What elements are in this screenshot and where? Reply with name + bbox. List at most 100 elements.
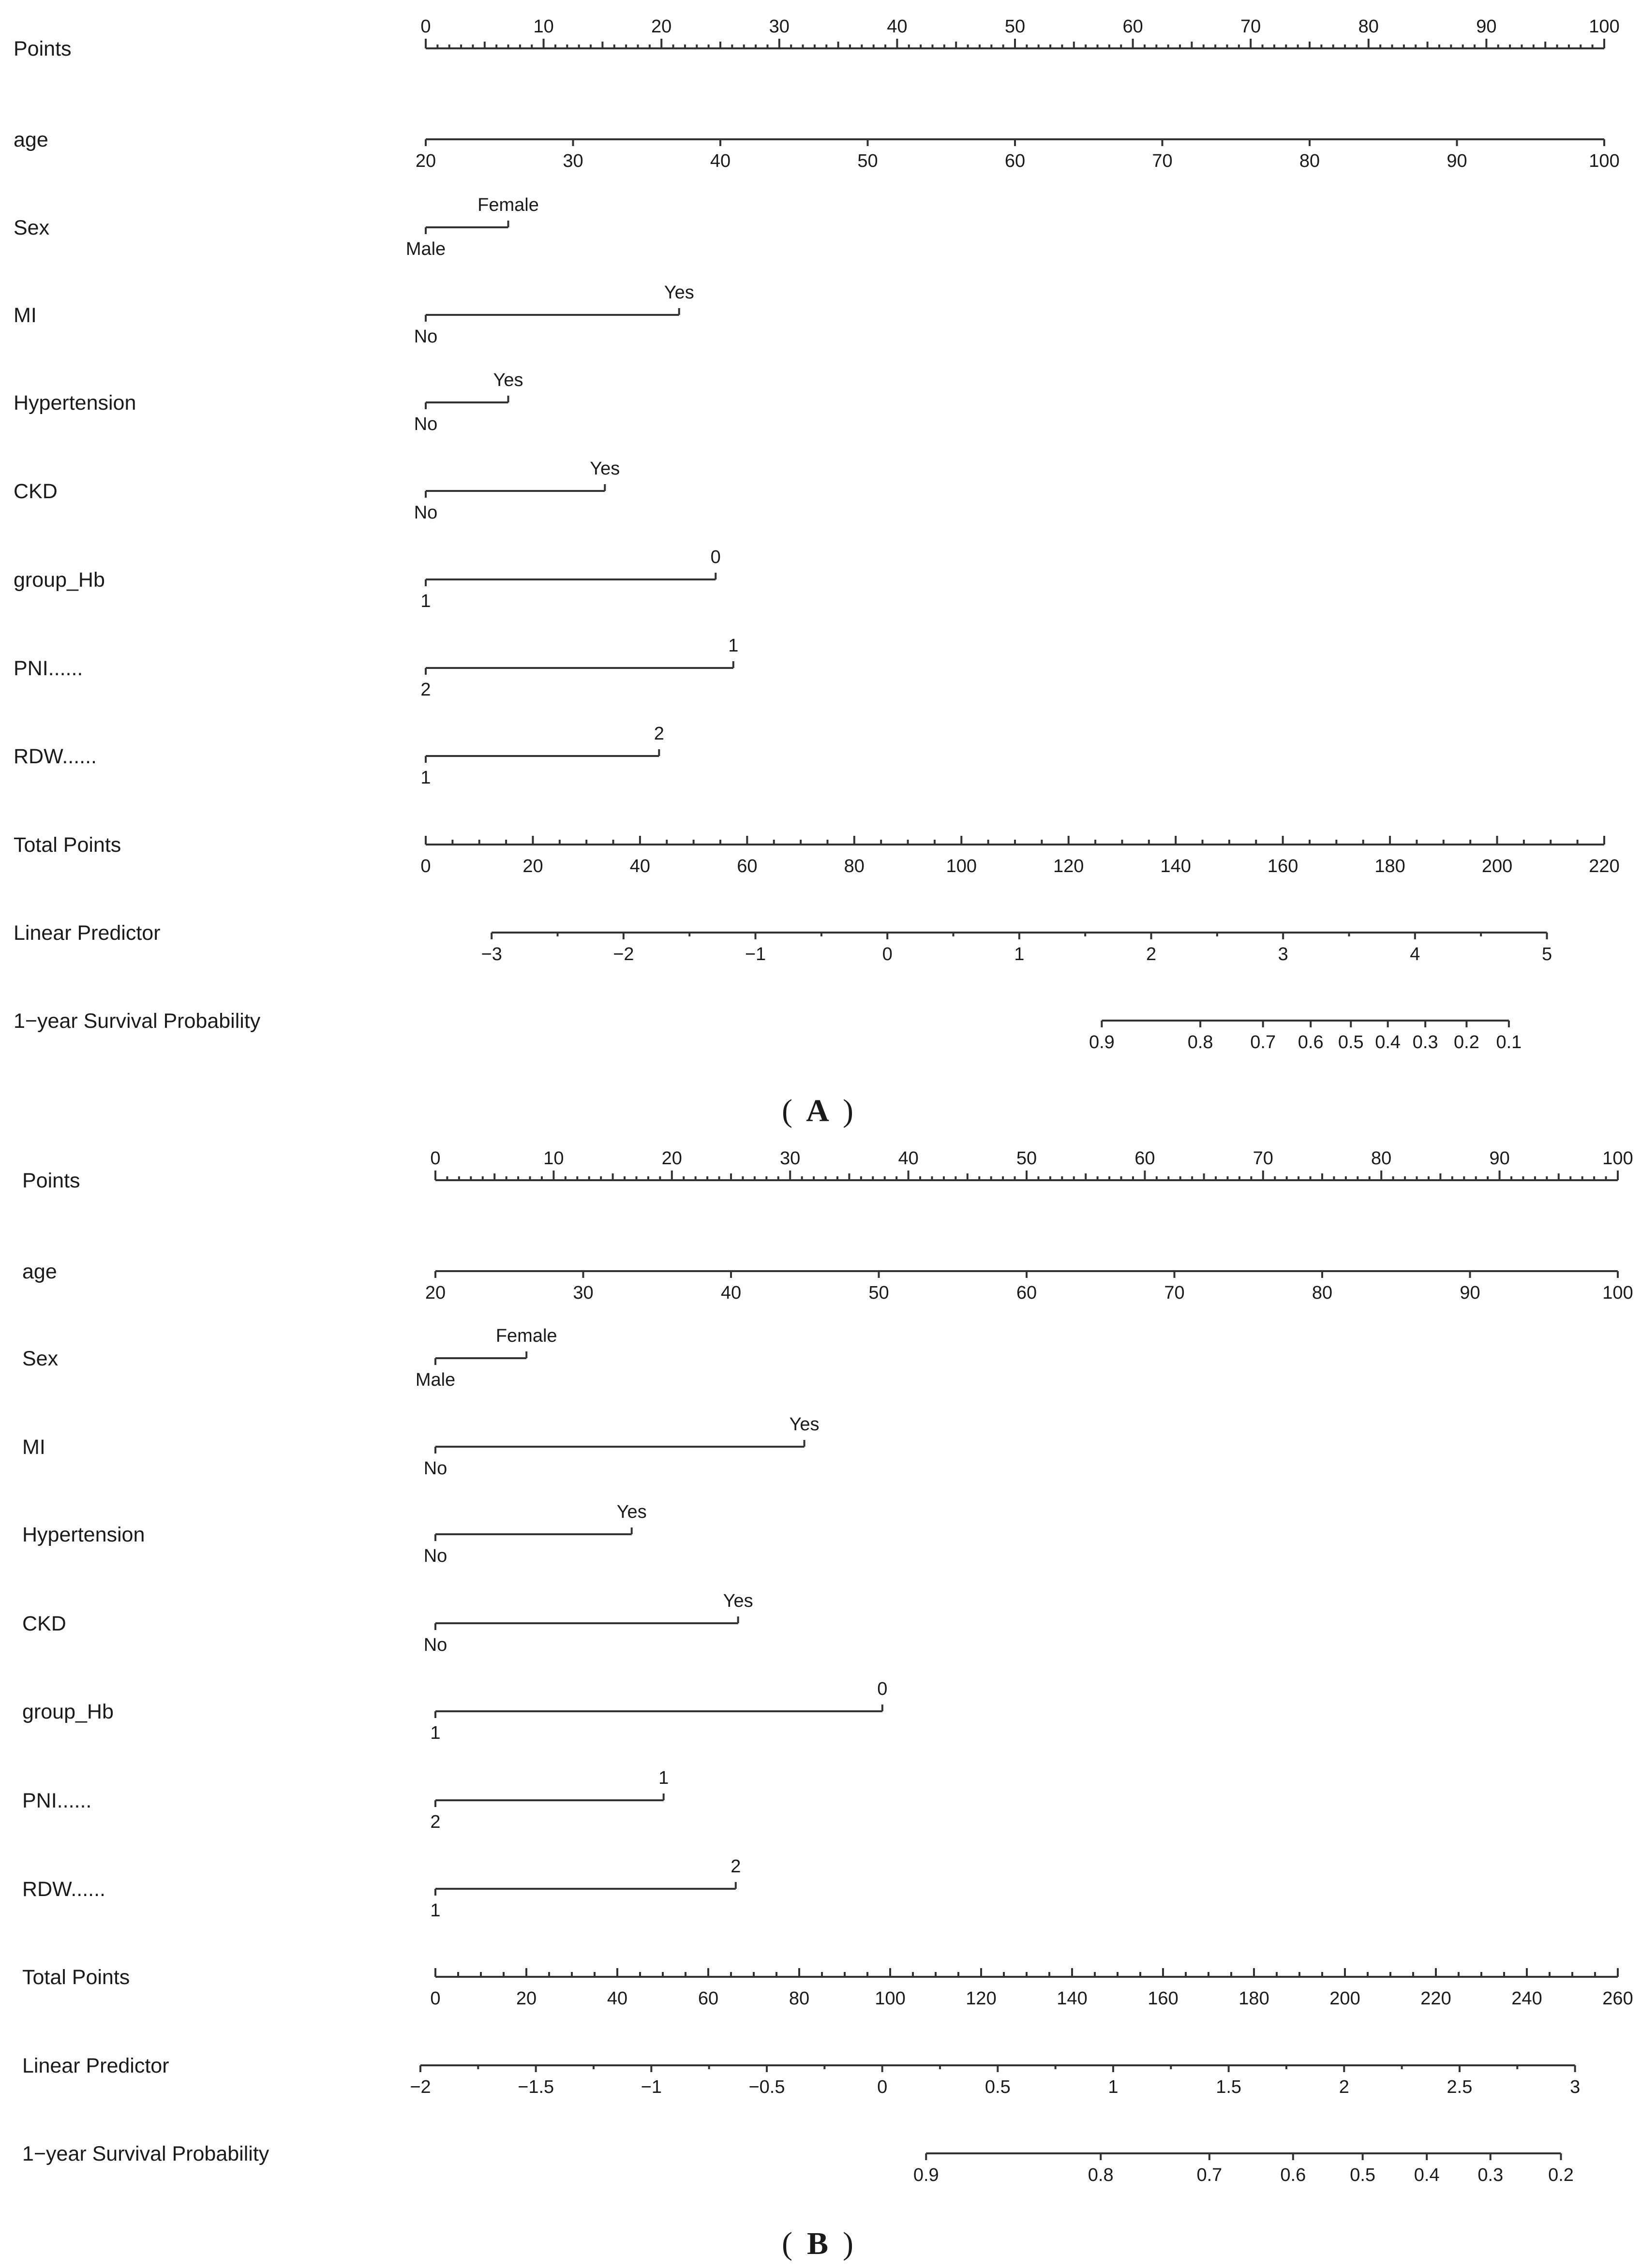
- total-points-tick-label: 240: [1511, 1988, 1542, 2009]
- linear-predictor-tick-label: 1: [1014, 944, 1024, 964]
- level-label-no: No: [424, 1635, 448, 1655]
- caption-a-close: ): [843, 1093, 853, 1128]
- points-tick-label: 50: [1016, 1148, 1037, 1169]
- level-label-1: 1: [430, 1723, 440, 1743]
- linear-predictor-tick-label: 3: [1570, 2077, 1580, 2097]
- row-label-rdw: RDW......: [22, 1878, 105, 1901]
- points-tick-label: 20: [651, 16, 671, 37]
- row-label-linear-predictor: Linear Predictor: [22, 2054, 169, 2077]
- linear-predictor-tick-label: −0.5: [748, 2077, 785, 2097]
- level-label-no: No: [414, 503, 438, 523]
- points-tick-label: 0: [430, 1148, 440, 1169]
- points-tick-label: 90: [1476, 16, 1496, 37]
- total-points-tick-label: 180: [1238, 1988, 1269, 2009]
- points-tick-label: 20: [662, 1148, 682, 1169]
- caption-a-open: (: [782, 1093, 792, 1128]
- age-tick-label: 20: [425, 1283, 446, 1303]
- age-tick-label: 50: [868, 1283, 889, 1303]
- level-label-2: 2: [654, 724, 664, 744]
- age-tick-label: 60: [1016, 1283, 1037, 1303]
- row-label-pni: PNI......: [22, 1789, 91, 1812]
- total-points-tick-label: 120: [966, 1988, 996, 2009]
- survival-probability-tick-label: 0.7: [1196, 2165, 1222, 2185]
- linear-predictor-tick-label: 0: [882, 944, 893, 964]
- row-label-mi: MI: [14, 304, 37, 327]
- row-label-sex: Sex: [14, 216, 50, 239]
- total-points-tick-label: 200: [1329, 1988, 1360, 2009]
- age-tick-label: 60: [1005, 151, 1025, 171]
- level-label-0: 0: [877, 1679, 887, 1699]
- total-points-tick-label: 100: [946, 856, 977, 876]
- level-label-male: Male: [416, 1370, 455, 1390]
- age-tick-label: 70: [1164, 1283, 1184, 1303]
- total-points-tick-label: 0: [420, 856, 431, 876]
- total-points-tick-label: 120: [1053, 856, 1084, 876]
- row-label-group-hb: group_Hb: [22, 1700, 114, 1723]
- survival-probability-tick-label: 0.8: [1188, 1032, 1213, 1052]
- linear-predictor-tick-label: 1: [1108, 2077, 1118, 2097]
- row-label-hypertension: Hypertension: [22, 1523, 145, 1546]
- row-label-pni: PNI......: [14, 657, 83, 680]
- points-tick-label: 70: [1253, 1148, 1273, 1169]
- linear-predictor-tick-label: −1: [641, 2077, 662, 2097]
- row-label-1-year-survival-probability: 1−year Survival Probability: [22, 2142, 269, 2165]
- survival-probability-tick-label: 0.6: [1298, 1032, 1324, 1052]
- points-tick-label: 100: [1602, 1148, 1633, 1169]
- points-tick-label: 30: [769, 16, 790, 37]
- total-points-tick-label: 140: [1057, 1988, 1087, 2009]
- age-tick-label: 30: [563, 151, 583, 171]
- points-tick-label: 10: [543, 1148, 564, 1169]
- level-label-2: 2: [420, 680, 431, 700]
- age-tick-label: 20: [416, 151, 436, 171]
- age-tick-label: 40: [721, 1283, 741, 1303]
- total-points-tick-label: 60: [737, 856, 757, 876]
- points-tick-label: 40: [898, 1148, 918, 1169]
- total-points-tick-label: 220: [1420, 1988, 1451, 2009]
- survival-probability-tick-label: 0.6: [1280, 2165, 1306, 2185]
- row-label-total-points: Total Points: [14, 833, 121, 857]
- level-label-yes: Yes: [617, 1502, 647, 1522]
- survival-probability-tick-label: 0.2: [1454, 1032, 1479, 1052]
- points-tick-label: 100: [1589, 16, 1619, 37]
- level-label-no: No: [414, 326, 438, 347]
- survival-probability-tick-label: 0.9: [1089, 1032, 1115, 1052]
- survival-probability-tick-label: 0.2: [1548, 2165, 1574, 2185]
- level-label-0: 0: [711, 547, 721, 567]
- linear-predictor-tick-label: 5: [1542, 944, 1552, 964]
- level-label-no: No: [424, 1458, 448, 1479]
- age-tick-label: 100: [1589, 151, 1619, 171]
- level-label-2: 2: [430, 1812, 440, 1832]
- total-points-tick-label: 100: [875, 1988, 905, 2009]
- points-tick-label: 0: [420, 16, 431, 37]
- survival-probability-tick-label: 0.5: [1338, 1032, 1364, 1052]
- level-label-no: No: [414, 414, 438, 434]
- total-points-tick-label: 140: [1160, 856, 1191, 876]
- total-points-tick-label: 160: [1148, 1988, 1178, 2009]
- total-points-tick-label: 20: [522, 856, 543, 876]
- age-tick-label: 30: [573, 1283, 593, 1303]
- level-label-1: 1: [430, 1900, 440, 1921]
- linear-predictor-tick-label: 2: [1339, 2077, 1349, 2097]
- survival-probability-tick-label: 0.7: [1250, 1032, 1276, 1052]
- row-label-group-hb: group_Hb: [14, 568, 105, 592]
- age-tick-label: 100: [1602, 1283, 1633, 1303]
- total-points-tick-label: 80: [789, 1988, 809, 2009]
- survival-probability-tick-label: 0.8: [1088, 2165, 1114, 2185]
- linear-predictor-tick-label: −1.5: [518, 2077, 554, 2097]
- total-points-tick-label: 20: [516, 1988, 537, 2009]
- points-tick-label: 80: [1371, 1148, 1391, 1169]
- age-tick-label: 50: [857, 151, 878, 171]
- survival-probability-tick-label: 0.4: [1414, 2165, 1440, 2185]
- linear-predictor-tick-label: 0.5: [985, 2077, 1011, 2097]
- total-points-tick-label: 40: [630, 856, 650, 876]
- level-label-1: 1: [728, 636, 738, 656]
- level-label-female: Female: [496, 1326, 557, 1346]
- linear-predictor-tick-label: −1: [745, 944, 766, 964]
- row-label-1-year-survival-probability: 1−year Survival Probability: [14, 1009, 261, 1033]
- level-label-male: Male: [406, 239, 446, 259]
- linear-predictor-tick-label: −2: [613, 944, 634, 964]
- row-label-points: Points: [14, 37, 72, 60]
- caption-b-letter: B: [807, 2226, 828, 2261]
